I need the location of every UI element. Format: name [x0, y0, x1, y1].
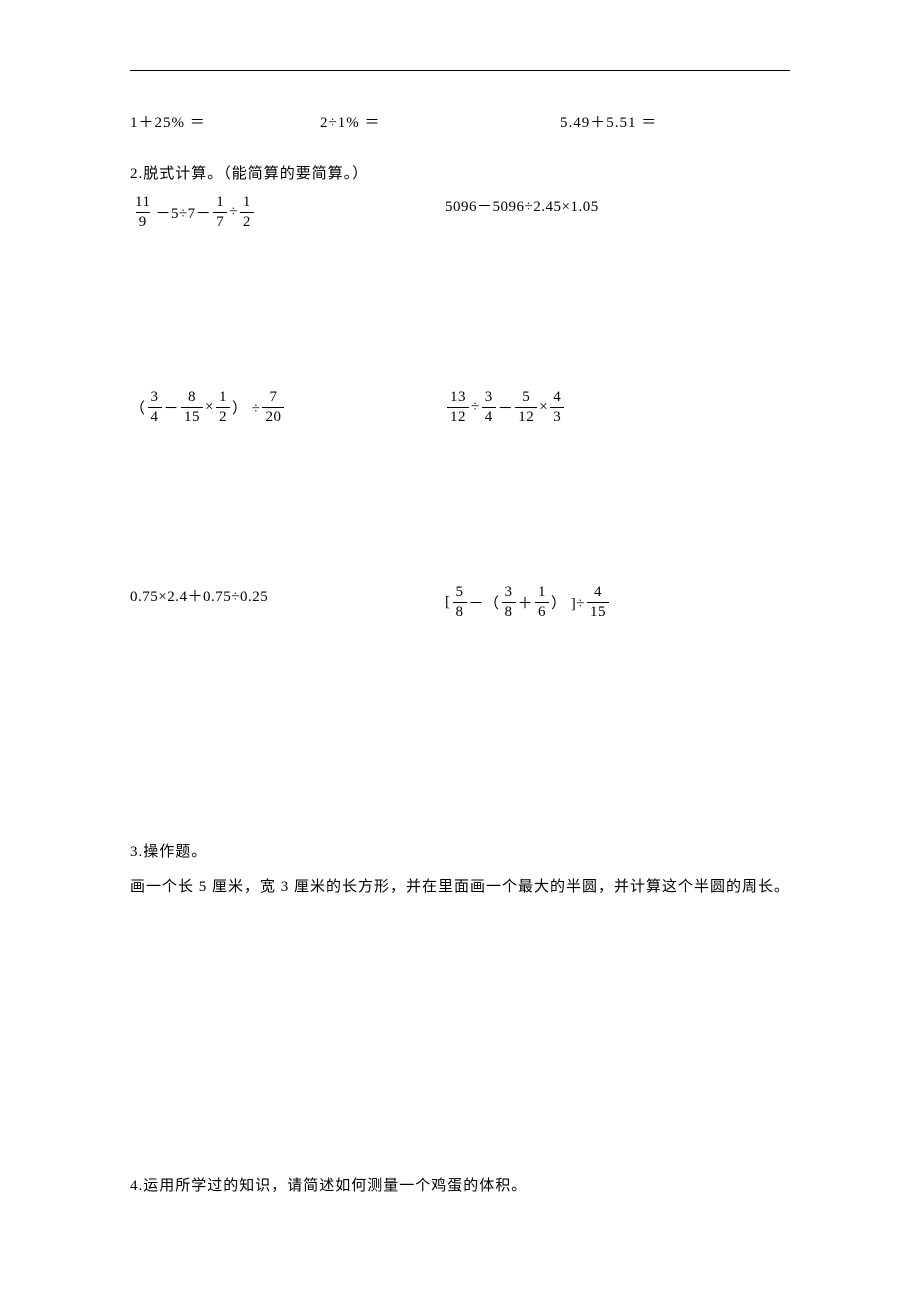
expr-c-left: 0.75×2.4＋0.75÷0.25: [130, 585, 445, 606]
expr-text: [: [445, 594, 451, 611]
fraction: 720: [262, 390, 284, 425]
expr-c-right: [58－（38＋16） ]÷415: [445, 585, 790, 620]
expr-text: －: [498, 397, 514, 418]
expr-a-right-text: 5096－5096÷2.45×1.05: [445, 195, 599, 216]
section-3-title: 3.操作题。: [130, 840, 790, 861]
section-3-body: 画一个长 5 厘米，宽 3 厘米的长方形，并在里面画一个最大的半圆，并计算这个半…: [130, 873, 790, 902]
fraction: 38: [502, 585, 516, 620]
expr-text: ÷: [471, 399, 480, 416]
expr-row-a: 119－5÷7－17÷12 5096－5096÷2.45×1.05: [130, 195, 790, 230]
expr-row-c: 0.75×2.4＋0.75÷0.25 [58－（38＋16） ]÷415: [130, 585, 790, 620]
fraction: 16: [535, 585, 549, 620]
mental-q2: 2÷1% ＝: [320, 111, 560, 132]
expr-c-left-text: 0.75×2.4＋0.75÷0.25: [130, 585, 268, 606]
fraction: 512: [515, 390, 537, 425]
fraction: 815: [181, 390, 203, 425]
page-content: 1＋25% ＝ 2÷1% ＝ 5.49＋5.51 ＝ 2.脱式计算。（能简算的要…: [130, 70, 790, 1207]
expr-text: （: [130, 397, 146, 418]
expr-text: －: [164, 397, 180, 418]
fraction: 12: [216, 390, 230, 425]
gap-1: [130, 620, 790, 840]
gap-2: [130, 914, 790, 1174]
expr-b-left: （34－815×12） ÷720: [130, 390, 445, 425]
expr-text: ） ]÷: [551, 592, 585, 613]
expr-b-right: 1312÷34－512×43: [445, 390, 790, 425]
expr-text: －（: [469, 592, 500, 613]
expr-text: ÷: [229, 204, 238, 221]
fraction: 415: [587, 585, 609, 620]
section-2-title: 2.脱式计算。（能简算的要简算。）: [130, 162, 790, 183]
fraction: 43: [550, 390, 564, 425]
expr-text: ＋: [518, 592, 534, 613]
mental-arith-row: 1＋25% ＝ 2÷1% ＝ 5.49＋5.51 ＝: [130, 111, 790, 132]
fraction: 119: [132, 195, 153, 230]
expr-text: ×: [539, 399, 548, 416]
expr-text: ） ÷: [232, 397, 260, 418]
mental-q1: 1＋25% ＝: [130, 111, 320, 132]
fraction: 58: [453, 585, 467, 620]
top-rule: [130, 70, 790, 71]
expr-a-right: 5096－5096÷2.45×1.05: [445, 195, 790, 216]
expr-a-left: 119－5÷7－17÷12: [130, 195, 445, 230]
fraction: 12: [240, 195, 254, 230]
fraction: 1312: [447, 390, 469, 425]
expr-text: －5÷7－: [155, 202, 211, 223]
fraction: 34: [482, 390, 496, 425]
expr-row-b: （34－815×12） ÷720 1312÷34－512×43: [130, 390, 790, 425]
section-4-title: 4.运用所学过的知识，请简述如何测量一个鸡蛋的体积。: [130, 1174, 790, 1195]
fraction: 17: [213, 195, 227, 230]
expr-text: ×: [205, 399, 214, 416]
fraction: 34: [148, 390, 162, 425]
mental-q3: 5.49＋5.51 ＝: [560, 111, 790, 132]
